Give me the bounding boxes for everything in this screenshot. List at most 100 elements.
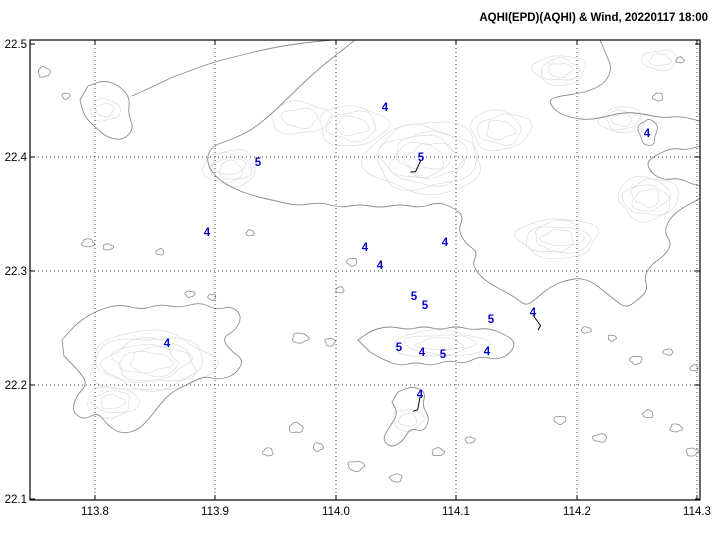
station-aqhi-value: 4 [164,338,171,350]
small-island-outline [689,364,699,372]
terrain-contour-line [397,412,418,427]
terrain-contours [87,49,679,432]
coastline-shenzhen-deep-bay-north-coast [131,40,333,97]
terrain-contour-line [469,109,533,152]
small-island-outline [431,447,446,457]
coastlines [37,40,700,483]
station-aqhi-value: 4 [204,227,211,239]
y-axis-tick-label: 22.4 [5,152,28,164]
small-island-outline [464,436,476,444]
x-axis-tick-label: 114.3 [683,506,711,518]
terrain-contour-line [539,229,574,247]
station-aqhi-value: 5 [422,300,429,312]
station-aqhi-value: 4 [484,346,491,358]
small-island-outline [607,334,617,342]
y-axis-tick-label: 22.1 [5,494,27,506]
terrain-contour-line [360,121,481,196]
small-island-outline [675,56,685,64]
terrain-contour-line [325,110,376,143]
terrain-contour-line [388,134,465,179]
small-island-outline [335,286,345,294]
x-axis-tick-label: 113.9 [201,506,229,518]
terrain-contour-line [202,149,256,188]
coastline-sai-kung-inlet [647,145,700,187]
terrain-contour-line [319,105,391,147]
small-island-outline [637,118,658,146]
small-island-outline [347,460,366,472]
station-aqhi-value: 5 [440,349,447,361]
terrain-contour-line [100,394,127,410]
terrain-contour-line [209,152,253,184]
chart-title: AQHI(EPD)(AQHI) & Wind, 20220117 18:00 [479,12,708,24]
terrain-contour-line [526,219,592,254]
station-aqhi-value: 5 [411,291,418,303]
x-axis-tick-label: 114.1 [442,506,470,518]
small-island-outline [642,409,654,419]
station-aqhi-value: 4 [419,347,426,359]
small-island-outline [592,433,608,443]
small-island-outline [103,243,115,251]
wind-barb [410,159,422,173]
small-island-outline [81,238,95,248]
terrain-contour-line [87,386,140,419]
y-axis-tick-label: 22.5 [5,39,27,51]
terrain-contour-line [535,226,585,252]
axis-frame: 113.8 113.9 114.0 114.1 114.2 114.3 22.5 22.4 22… [5,39,711,518]
coastline-shekou-peninsula [79,81,133,140]
small-island-outline [651,92,664,102]
station-aqhi-value: 5 [255,157,262,169]
terrain-contour-line [404,334,478,355]
terrain-contour-line [212,157,247,180]
station-aqhi-value: 5 [488,314,495,326]
gridlines [30,40,700,500]
terrain-contour-line [376,123,478,192]
terrain-contour-line [90,390,130,414]
small-island-outline [184,290,196,298]
terrain-contour-line [271,100,333,135]
y-axis-tick-label: 22.2 [5,380,27,392]
small-island-outline [61,92,71,100]
station-aqhi-value: 4 [382,102,389,114]
coastline-lantau-island [61,303,242,434]
station-aqhi-value: 4 [377,260,384,272]
small-island-outline [388,473,403,483]
x-axis-tick-label: 113.8 [81,506,109,518]
small-island-outline [628,355,643,365]
terrain-contour-line [219,159,242,175]
small-island-outline [261,447,274,457]
terrain-contour-line [280,107,319,129]
coastline-hong-kong-island [357,326,515,366]
small-island-outline [580,326,592,334]
station-aqhi-value: 5 [396,342,403,354]
small-island-outline [685,447,700,457]
terrain-contour-line [95,337,204,392]
terrain-contour-line [621,178,671,216]
coastline-mirs-bay-tolo-harbour [549,40,700,122]
terrain-contour-line [476,113,522,146]
terrain-contour-line [100,337,197,383]
terrain-contour-line [394,329,492,357]
coastline-mainland-new-territories-kowloon [207,40,700,307]
terrain-contour-line [641,49,679,72]
terrain-contour-line [597,106,644,133]
small-island-outline [207,293,217,301]
wind-barb [412,396,421,412]
terrain-contour-line [130,350,174,374]
terrain-contour-line [90,97,121,122]
terrain-contour-line [531,55,587,87]
small-island-outline [324,337,336,347]
small-island-outline [245,229,255,237]
terrain-contour-line [395,142,453,179]
terrain-contour-line [94,103,115,118]
terrain-contour-line [634,188,660,209]
small-island-outline [345,257,358,267]
small-island-outline [669,423,684,433]
terrain-contour-line [541,57,581,81]
small-island-outline [662,348,674,356]
station-aqhi-value: 5 [418,152,425,164]
terrain-contour-line [631,184,670,212]
small-island-outline [553,415,567,426]
terrain-contour-line [648,53,673,67]
terrain-contour-line [414,337,465,351]
